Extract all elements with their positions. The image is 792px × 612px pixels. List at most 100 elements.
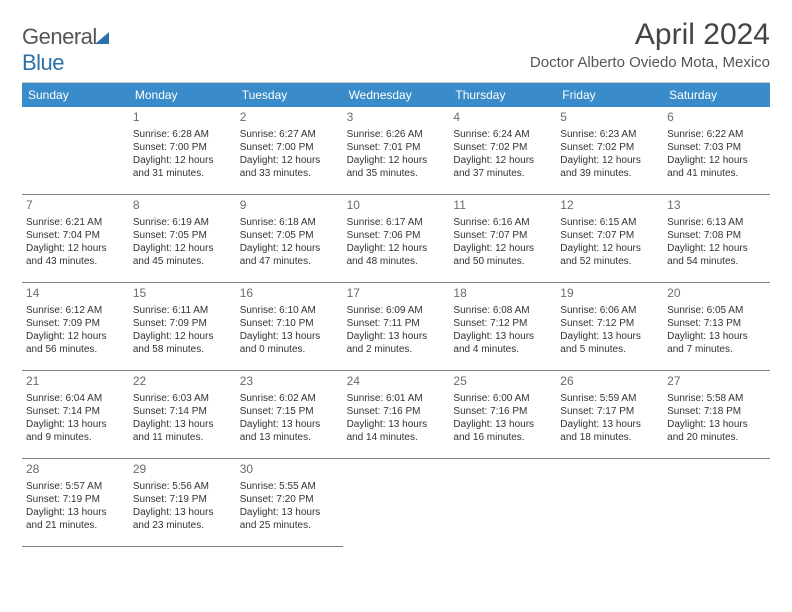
calendar-cell: 23Sunrise: 6:02 AMSunset: 7:15 PMDayligh… xyxy=(236,371,343,459)
day-detail-line: and 20 minutes. xyxy=(667,431,766,444)
calendar-cell: 1Sunrise: 6:28 AMSunset: 7:00 PMDaylight… xyxy=(129,107,236,195)
day-detail-line: Sunrise: 6:06 AM xyxy=(560,304,659,317)
day-detail-line: and 48 minutes. xyxy=(347,255,446,268)
day-detail-line: Daylight: 12 hours xyxy=(240,242,339,255)
day-detail-line: Daylight: 12 hours xyxy=(667,242,766,255)
day-detail-line: Daylight: 12 hours xyxy=(347,154,446,167)
day-detail-line: and 5 minutes. xyxy=(560,343,659,356)
calendar-cell: 12Sunrise: 6:15 AMSunset: 7:07 PMDayligh… xyxy=(556,195,663,283)
day-detail-line: Sunset: 7:19 PM xyxy=(133,493,232,506)
day-detail-line: and 13 minutes. xyxy=(240,431,339,444)
day-number: 18 xyxy=(453,286,552,302)
calendar-cell: 5Sunrise: 6:23 AMSunset: 7:02 PMDaylight… xyxy=(556,107,663,195)
calendar-cell: 13Sunrise: 6:13 AMSunset: 7:08 PMDayligh… xyxy=(663,195,770,283)
day-detail-line: Sunrise: 6:11 AM xyxy=(133,304,232,317)
day-detail-line: Sunset: 7:19 PM xyxy=(26,493,125,506)
day-number: 26 xyxy=(560,374,659,390)
calendar-cell: 29Sunrise: 5:56 AMSunset: 7:19 PMDayligh… xyxy=(129,459,236,547)
calendar-cell: 14Sunrise: 6:12 AMSunset: 7:09 PMDayligh… xyxy=(22,283,129,371)
day-detail-line: and 25 minutes. xyxy=(240,519,339,532)
day-detail-line: Sunrise: 6:08 AM xyxy=(453,304,552,317)
day-detail-line: Sunrise: 6:12 AM xyxy=(26,304,125,317)
day-number: 1 xyxy=(133,110,232,126)
calendar-grid: SundayMondayTuesdayWednesdayThursdayFrid… xyxy=(22,82,770,547)
day-detail-line: Sunrise: 6:24 AM xyxy=(453,128,552,141)
day-detail-line: Sunset: 7:09 PM xyxy=(26,317,125,330)
day-detail-line: and 9 minutes. xyxy=(26,431,125,444)
day-detail-line: Sunrise: 6:02 AM xyxy=(240,392,339,405)
calendar-cell: 25Sunrise: 6:00 AMSunset: 7:16 PMDayligh… xyxy=(449,371,556,459)
header: General Blue April 2024 Doctor Alberto O… xyxy=(22,18,770,76)
day-number: 7 xyxy=(26,198,125,214)
day-detail-line: Daylight: 13 hours xyxy=(133,418,232,431)
logo-text: General Blue xyxy=(22,24,109,76)
day-detail-line: Daylight: 13 hours xyxy=(560,418,659,431)
day-detail-line: Sunrise: 6:19 AM xyxy=(133,216,232,229)
day-detail-line: Daylight: 12 hours xyxy=(133,242,232,255)
location: Doctor Alberto Oviedo Mota, Mexico xyxy=(530,54,770,71)
calendar-cell xyxy=(343,459,450,547)
day-number: 22 xyxy=(133,374,232,390)
day-number: 30 xyxy=(240,462,339,478)
calendar-cell: 21Sunrise: 6:04 AMSunset: 7:14 PMDayligh… xyxy=(22,371,129,459)
calendar-cell: 9Sunrise: 6:18 AMSunset: 7:05 PMDaylight… xyxy=(236,195,343,283)
day-detail-line: Daylight: 12 hours xyxy=(26,242,125,255)
calendar-cell: 7Sunrise: 6:21 AMSunset: 7:04 PMDaylight… xyxy=(22,195,129,283)
day-detail-line: Sunrise: 6:05 AM xyxy=(667,304,766,317)
day-detail-line: and 56 minutes. xyxy=(26,343,125,356)
day-detail-line: and 47 minutes. xyxy=(240,255,339,268)
day-detail-line: Daylight: 13 hours xyxy=(240,330,339,343)
day-detail-line: and 58 minutes. xyxy=(133,343,232,356)
calendar-cell xyxy=(449,459,556,547)
weekday-header: Friday xyxy=(556,83,663,107)
weekday-header: Wednesday xyxy=(343,83,450,107)
title-block: April 2024 Doctor Alberto Oviedo Mota, M… xyxy=(530,18,770,71)
day-detail-line: Sunrise: 6:01 AM xyxy=(347,392,446,405)
calendar-cell xyxy=(663,459,770,547)
day-detail-line: Sunset: 7:17 PM xyxy=(560,405,659,418)
day-number: 2 xyxy=(240,110,339,126)
day-detail-line: and 16 minutes. xyxy=(453,431,552,444)
day-detail-line: and 18 minutes. xyxy=(560,431,659,444)
day-detail-line: Sunrise: 6:27 AM xyxy=(240,128,339,141)
day-detail-line: Sunset: 7:00 PM xyxy=(133,141,232,154)
day-detail-line: and 35 minutes. xyxy=(347,167,446,180)
day-detail-line: Sunrise: 6:26 AM xyxy=(347,128,446,141)
calendar-cell: 2Sunrise: 6:27 AMSunset: 7:00 PMDaylight… xyxy=(236,107,343,195)
day-detail-line: Sunrise: 6:13 AM xyxy=(667,216,766,229)
day-number: 17 xyxy=(347,286,446,302)
day-detail-line: Sunset: 7:09 PM xyxy=(133,317,232,330)
day-number: 9 xyxy=(240,198,339,214)
weekday-header: Thursday xyxy=(449,83,556,107)
day-detail-line: Daylight: 12 hours xyxy=(667,154,766,167)
day-number: 10 xyxy=(347,198,446,214)
day-detail-line: Sunset: 7:12 PM xyxy=(560,317,659,330)
day-detail-line: Sunrise: 6:09 AM xyxy=(347,304,446,317)
day-detail-line: Sunrise: 6:00 AM xyxy=(453,392,552,405)
day-detail-line: Daylight: 13 hours xyxy=(347,330,446,343)
calendar-cell: 24Sunrise: 6:01 AMSunset: 7:16 PMDayligh… xyxy=(343,371,450,459)
day-detail-line: and 4 minutes. xyxy=(453,343,552,356)
day-number: 12 xyxy=(560,198,659,214)
calendar-cell: 26Sunrise: 5:59 AMSunset: 7:17 PMDayligh… xyxy=(556,371,663,459)
day-detail-line: Sunrise: 6:23 AM xyxy=(560,128,659,141)
day-number: 11 xyxy=(453,198,552,214)
calendar-cell: 3Sunrise: 6:26 AMSunset: 7:01 PMDaylight… xyxy=(343,107,450,195)
day-detail-line: Sunset: 7:15 PM xyxy=(240,405,339,418)
day-detail-line: Daylight: 12 hours xyxy=(240,154,339,167)
day-detail-line: Sunrise: 5:56 AM xyxy=(133,480,232,493)
day-detail-line: Sunset: 7:03 PM xyxy=(667,141,766,154)
day-number: 4 xyxy=(453,110,552,126)
day-detail-line: Sunrise: 6:18 AM xyxy=(240,216,339,229)
calendar-cell: 18Sunrise: 6:08 AMSunset: 7:12 PMDayligh… xyxy=(449,283,556,371)
day-detail-line: and 45 minutes. xyxy=(133,255,232,268)
day-detail-line: and 14 minutes. xyxy=(347,431,446,444)
day-detail-line: Sunrise: 5:57 AM xyxy=(26,480,125,493)
calendar-cell: 17Sunrise: 6:09 AMSunset: 7:11 PMDayligh… xyxy=(343,283,450,371)
day-detail-line: Daylight: 13 hours xyxy=(240,506,339,519)
day-detail-line: Daylight: 12 hours xyxy=(133,330,232,343)
day-number: 27 xyxy=(667,374,766,390)
day-detail-line: and 21 minutes. xyxy=(26,519,125,532)
day-detail-line: and 39 minutes. xyxy=(560,167,659,180)
day-detail-line: and 54 minutes. xyxy=(667,255,766,268)
